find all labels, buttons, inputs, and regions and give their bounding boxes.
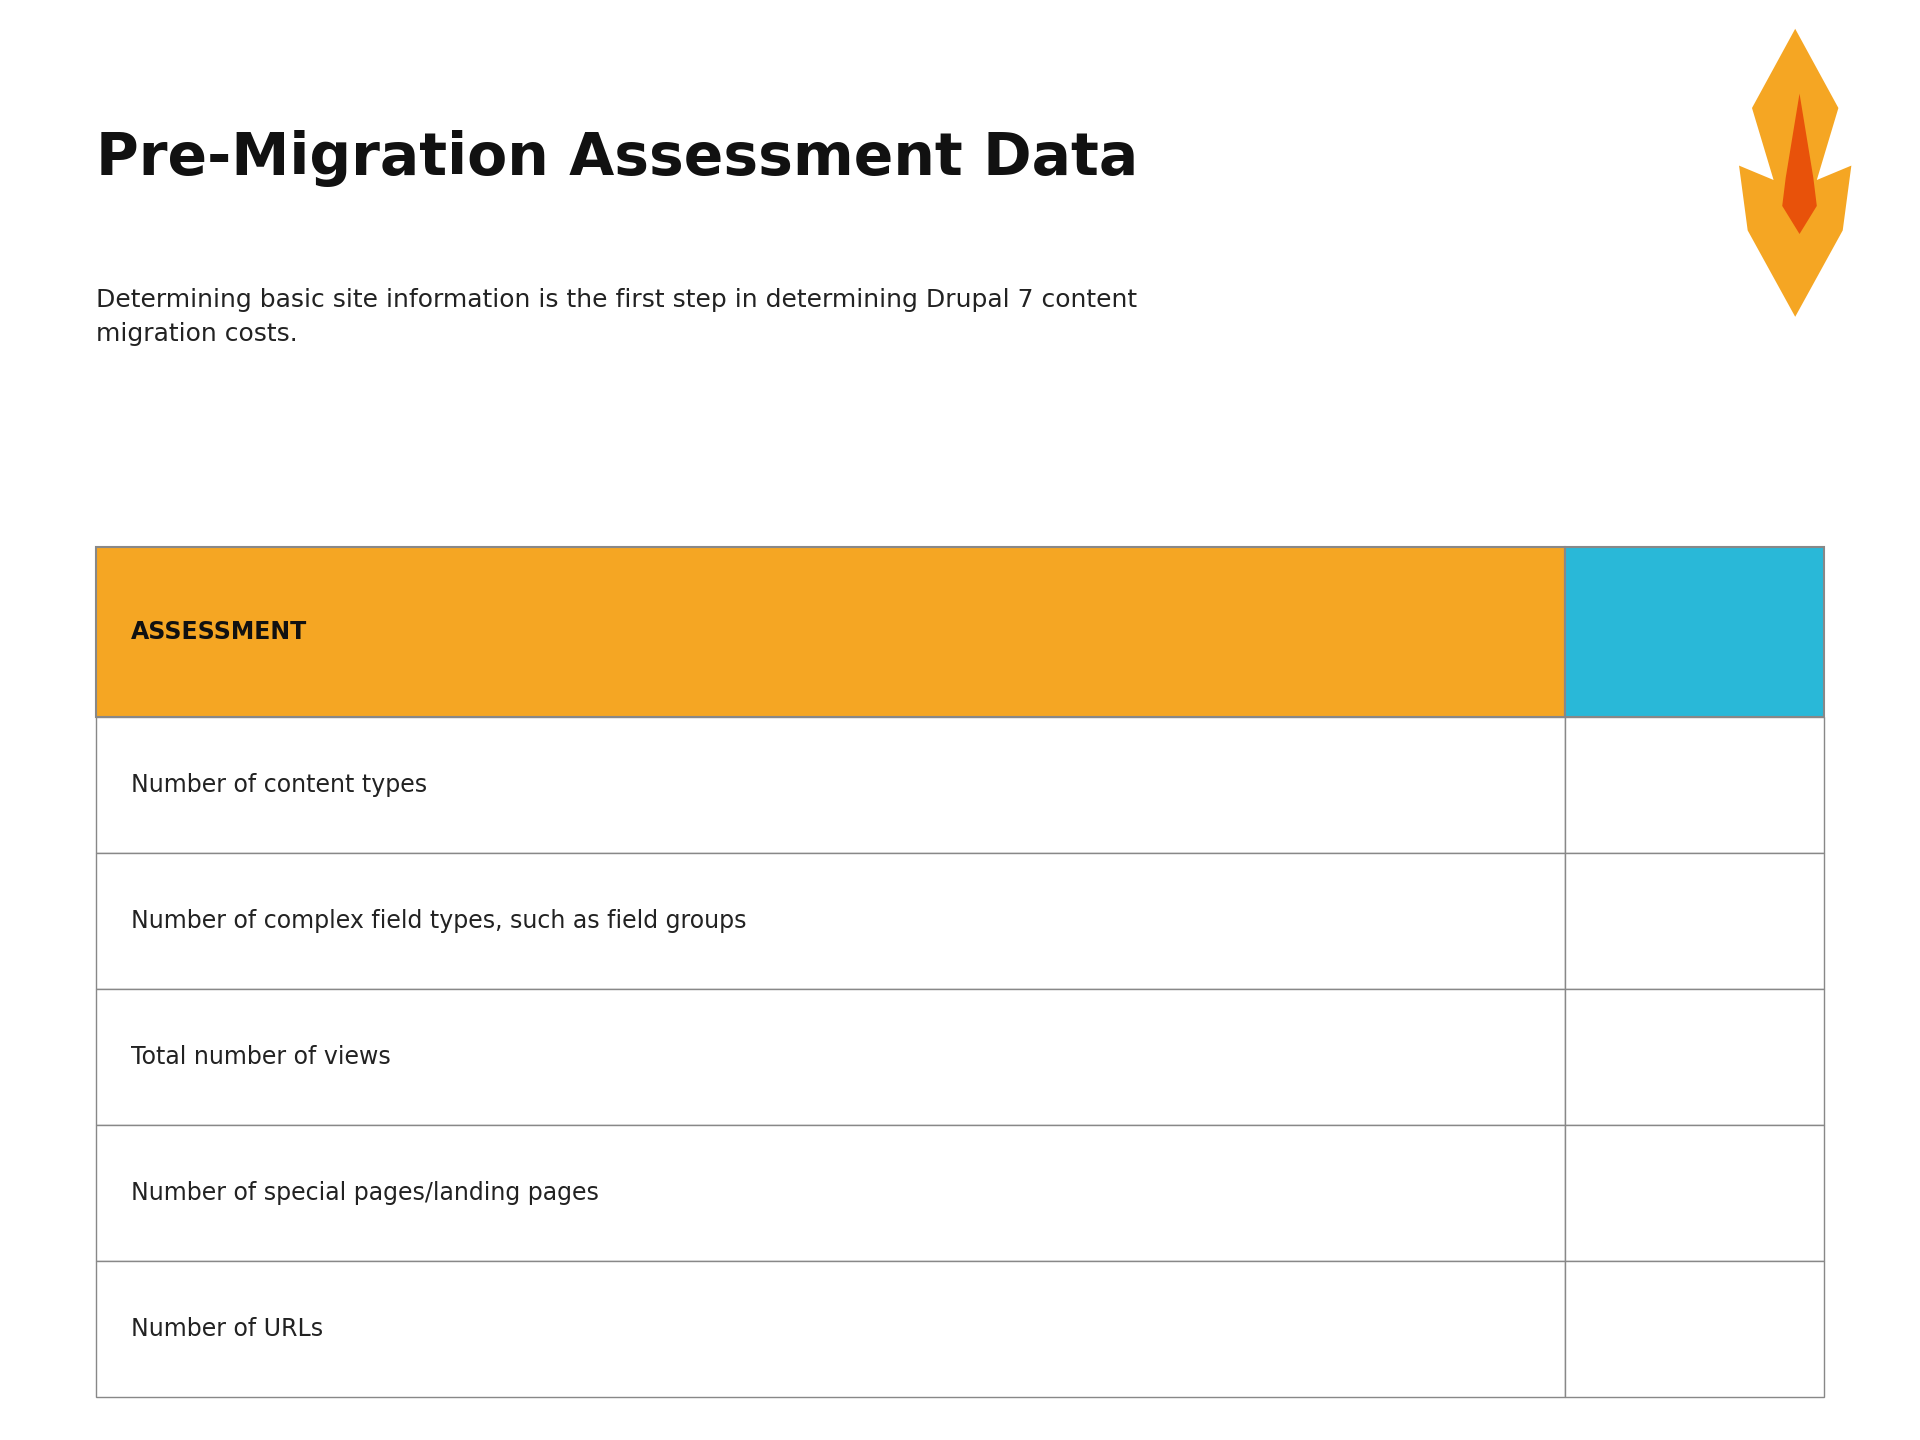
FancyBboxPatch shape — [1565, 717, 1824, 852]
FancyBboxPatch shape — [96, 547, 1565, 717]
FancyBboxPatch shape — [96, 989, 1565, 1125]
Polygon shape — [1740, 29, 1851, 317]
FancyBboxPatch shape — [96, 717, 1565, 852]
FancyBboxPatch shape — [1565, 852, 1824, 989]
FancyBboxPatch shape — [96, 852, 1565, 989]
FancyBboxPatch shape — [1565, 547, 1824, 717]
Text: ASSESSMENT: ASSESSMENT — [131, 621, 307, 644]
Text: Number of complex field types, such as field groups: Number of complex field types, such as f… — [131, 909, 747, 933]
FancyBboxPatch shape — [96, 1125, 1565, 1261]
Polygon shape — [1782, 94, 1816, 235]
FancyBboxPatch shape — [1565, 1261, 1824, 1397]
Text: Number of URLs: Number of URLs — [131, 1316, 323, 1341]
Text: Number of special pages/landing pages: Number of special pages/landing pages — [131, 1181, 599, 1205]
FancyBboxPatch shape — [96, 1261, 1565, 1397]
FancyBboxPatch shape — [1565, 989, 1824, 1125]
FancyBboxPatch shape — [1565, 1125, 1824, 1261]
Text: Total number of views: Total number of views — [131, 1045, 390, 1068]
Text: Pre-Migration Assessment Data: Pre-Migration Assessment Data — [96, 130, 1139, 187]
Text: Determining basic site information is the first step in determining Drupal 7 con: Determining basic site information is th… — [96, 288, 1137, 346]
Text: Number of content types: Number of content types — [131, 773, 426, 798]
